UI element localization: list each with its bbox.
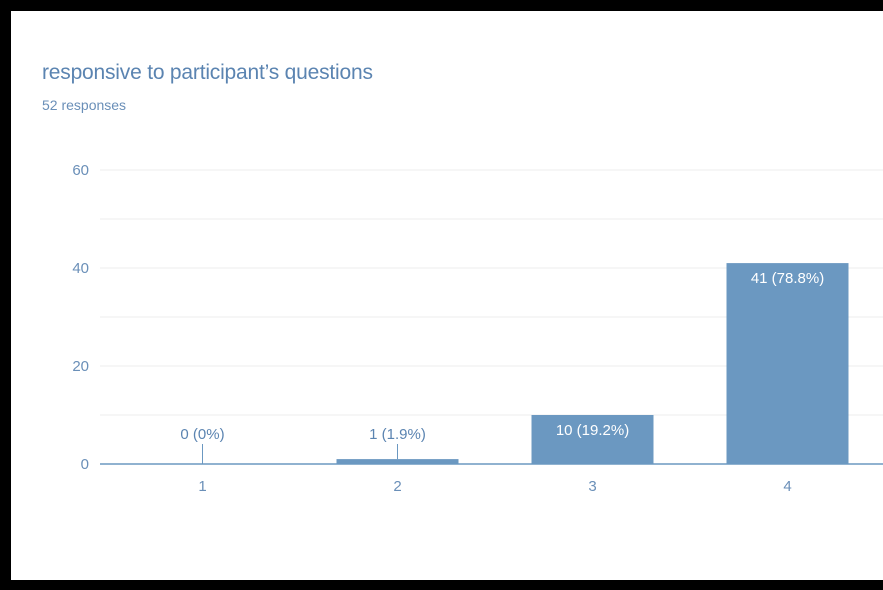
bar-3[interactable] <box>531 415 654 464</box>
x-tick-label: 1 <box>198 478 206 495</box>
x-tick-label: 3 <box>588 478 596 495</box>
data-label: 0 (0%) <box>180 426 224 443</box>
x-tick-label: 4 <box>783 478 791 495</box>
data-label: 10 (19.2%) <box>556 422 629 439</box>
y-tick-label: 40 <box>72 260 89 277</box>
y-tick-label: 20 <box>72 358 89 375</box>
bar-2[interactable] <box>336 459 459 464</box>
chart-card: responsive to participant’s questions 52… <box>11 11 883 580</box>
y-tick-label: 0 <box>81 456 89 473</box>
question-title: responsive to participant’s questions <box>42 61 373 84</box>
data-label: 1 (1.9%) <box>369 426 426 443</box>
response-count: 52 responses <box>42 97 127 113</box>
data-label: 41 (78.8%) <box>751 270 824 287</box>
data-labels: 0 (0%) 1 (1.9%) 10 (19.2%) 41 (78.8%) <box>180 270 824 464</box>
x-axis-ticks: 1 2 3 4 <box>198 478 791 495</box>
y-axis-ticks: 0 20 40 60 <box>72 162 89 473</box>
bars <box>336 263 849 464</box>
bar-4[interactable] <box>726 263 849 464</box>
x-tick-label: 2 <box>393 478 401 495</box>
y-tick-label: 60 <box>72 162 89 179</box>
bar-chart: 0 20 40 60 1 2 3 4 0 (0%) 1 (1.9%) 10 (19.2%) 41 … <box>72 162 883 495</box>
